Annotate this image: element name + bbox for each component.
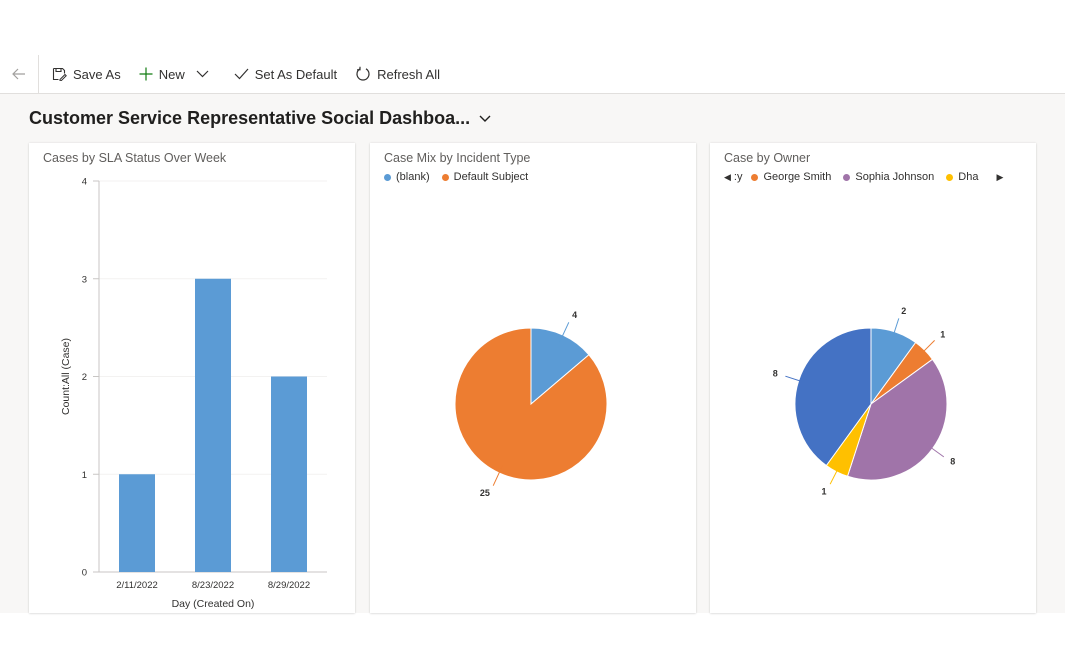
dashboard-area: Customer Service Representative Social D… — [0, 94, 1065, 613]
legend-item-default-subject[interactable]: Default Subject — [441, 171, 528, 183]
y-tick-label: 1 — [82, 470, 87, 481]
leader-line — [559, 322, 570, 343]
x-tick-label: 2/11/2022 — [116, 580, 158, 591]
refresh-all-button[interactable]: Refresh All — [346, 55, 449, 93]
checkmark-icon — [234, 68, 249, 80]
leader-line — [925, 443, 945, 458]
plus-icon — [139, 67, 153, 81]
leader-line — [829, 464, 841, 485]
data-label: 1 — [940, 330, 945, 340]
legend-prev-icon[interactable]: ◀ — [724, 171, 731, 182]
save-as-icon — [52, 67, 67, 81]
leader-line — [891, 318, 900, 340]
new-label: New — [158, 66, 185, 82]
save-as-button[interactable]: Save As — [43, 55, 130, 93]
incident-pie-chart: 4 25 — [454, 310, 608, 498]
y-tick-label: 2 — [82, 372, 87, 383]
sla-chart-title: Cases by SLA Status Over Week — [43, 151, 227, 165]
y-tick-label: 3 — [82, 274, 87, 285]
legend-item-george-smith[interactable]: George Smith — [751, 171, 831, 183]
legend-item-blank[interactable]: (blank) — [384, 171, 430, 183]
legend-item-sophia-johnson[interactable]: Sophia Johnson — [843, 171, 934, 183]
data-label: 1 — [821, 486, 826, 496]
data-label: 8 — [773, 369, 778, 379]
data-label: 8 — [950, 457, 955, 467]
sla-chart-card: Cases by SLA Status Over Week 0 1 2 3 4 2/11/… — [29, 143, 355, 613]
x-tick-label: 8/29/2022 — [268, 580, 310, 591]
back-button[interactable] — [0, 55, 39, 93]
chevron-down-icon — [196, 70, 209, 78]
legend-item-truncated[interactable]: :y — [733, 171, 743, 183]
set-as-default-button[interactable]: Set As Default — [225, 55, 346, 93]
bar — [119, 474, 155, 572]
refresh-all-label: Refresh All — [377, 66, 440, 82]
leader-line — [785, 375, 807, 384]
legend-item-dha[interactable]: Dha — [946, 171, 978, 183]
y-axis-title: Count:All (Case) — [60, 338, 72, 415]
new-button[interactable]: New — [130, 55, 194, 93]
incident-legend: (blank) Default Subject — [384, 171, 540, 183]
data-label: 2 — [901, 306, 906, 316]
refresh-icon — [356, 66, 370, 81]
incident-chart-card: Case Mix by Incident Type (blank) Defaul… — [370, 143, 696, 613]
owner-chart-title: Case by Owner — [724, 151, 811, 165]
owner-pie-chart: 2 1 8 1 8 — [773, 306, 956, 497]
dashboard-selector[interactable]: Customer Service Representative Social D… — [29, 108, 491, 129]
bar — [195, 278, 231, 572]
x-tick-label: 8/23/2022 — [192, 580, 234, 591]
data-label: 25 — [480, 488, 490, 498]
set-as-default-label: Set As Default — [254, 66, 338, 82]
new-dropdown-button[interactable] — [194, 55, 225, 93]
bar-chart: 0 1 2 3 4 2/11/2022 8/23/2022 8/29/2022 Day (Cre… — [60, 177, 327, 610]
command-bar: Save As New Set As Default Refresh All — [0, 55, 1065, 94]
dashboard-title: Customer Service Representative Social D… — [29, 108, 471, 128]
incident-chart-title: Case Mix by Incident Type — [384, 151, 531, 165]
owner-legend: ◀ :y George Smith Sophia Johnson Dha ▶ — [724, 171, 1003, 183]
y-tick-label: 0 — [82, 568, 87, 579]
legend-next-icon[interactable]: ▶ — [996, 171, 1004, 182]
y-tick-label: 4 — [82, 177, 87, 188]
save-as-label: Save As — [73, 66, 121, 82]
leader-line — [492, 465, 503, 486]
back-arrow-icon — [12, 68, 25, 80]
leader-line — [918, 340, 935, 357]
bar — [271, 376, 307, 572]
data-label: 4 — [572, 310, 577, 320]
x-axis-title: Day (Created On) — [172, 598, 255, 610]
chevron-down-icon — [479, 115, 491, 122]
owner-chart-card: Case by Owner ◀ :y George Smith Sophia J… — [710, 143, 1036, 613]
